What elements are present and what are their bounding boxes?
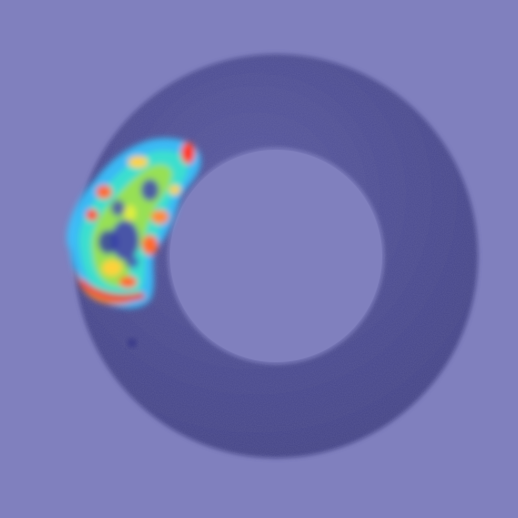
washer-hole: [170, 150, 382, 362]
heatmap-overlay: [66, 138, 201, 309]
